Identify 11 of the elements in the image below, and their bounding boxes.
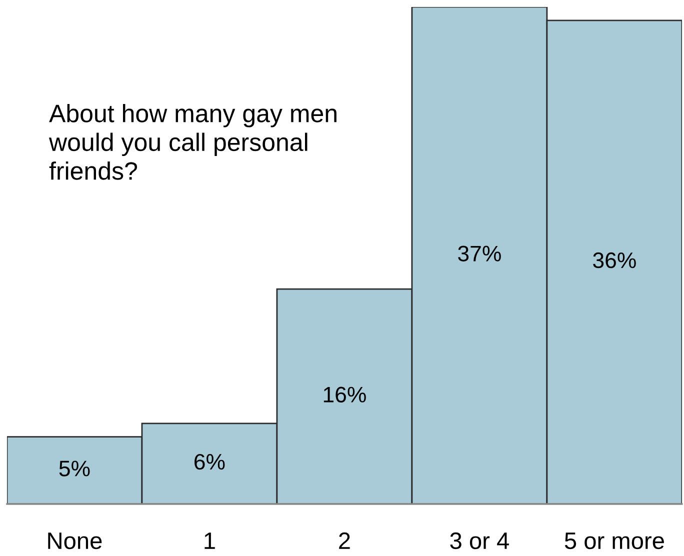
- x-tick-label: None: [48, 532, 102, 550]
- text: About how many gay men would you call personal friends?: [48, 104, 336, 180]
- x-tick-label: 5 or more: [564, 532, 664, 550]
- data-label: 36%: [593, 252, 636, 268]
- x-tick-label: 1: [204, 532, 215, 549]
- data-label: 5%: [59, 460, 90, 476]
- data-label: 6%: [194, 454, 225, 470]
- data-label: 16%: [324, 386, 366, 403]
- x-tick-label: 3 or 4: [450, 532, 509, 550]
- x-tick-label: 2: [339, 532, 350, 549]
- data-label: 37%: [458, 246, 501, 262]
